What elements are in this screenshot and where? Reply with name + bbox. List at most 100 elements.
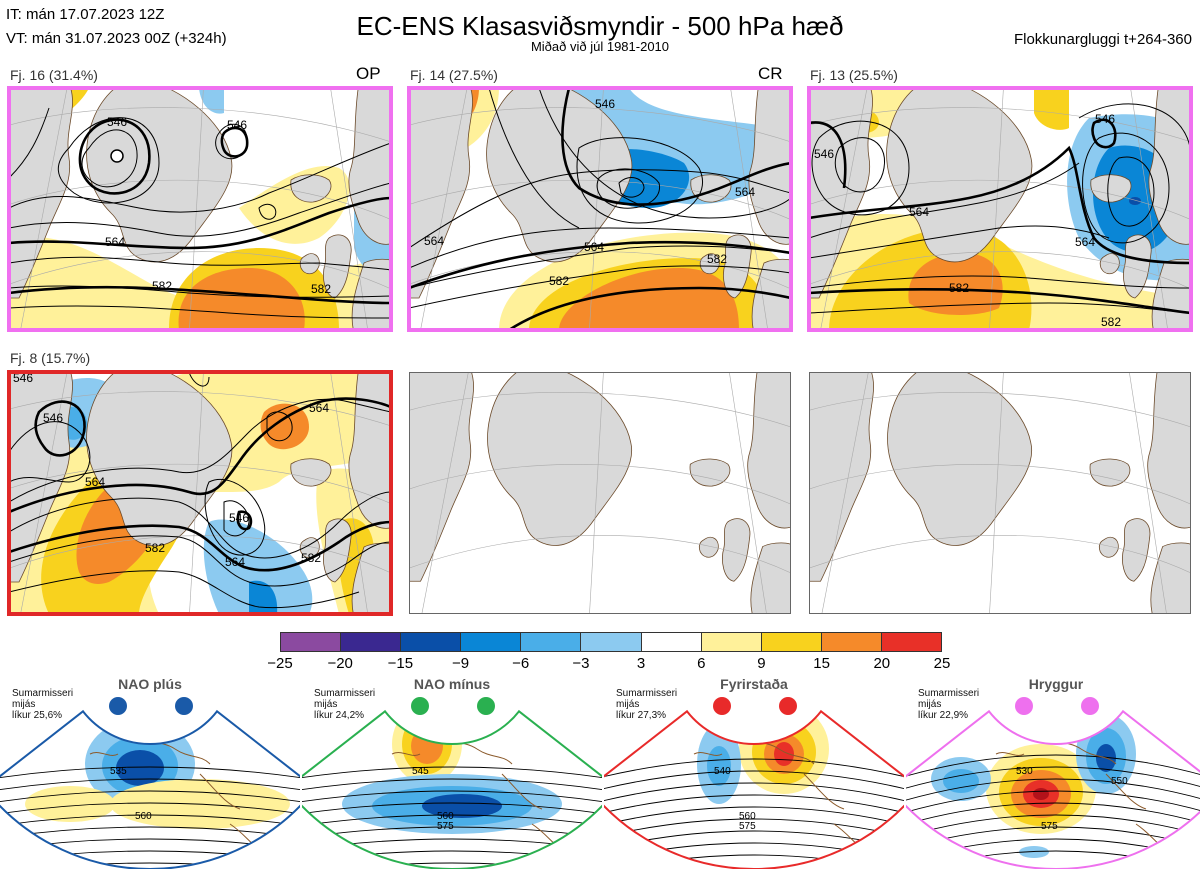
cluster-tag-cr: CR (758, 64, 783, 83)
height-contour (0, 766, 300, 780)
regime-name: Fyrirstaða (720, 676, 788, 692)
height-contour (0, 862, 300, 869)
contour-label: 564 (105, 235, 125, 249)
empty-map-6 (809, 372, 1191, 614)
regime-name: Hryggur (1028, 676, 1084, 692)
colorbar-tick-label: −6 (512, 655, 530, 672)
colorbar-segment (341, 633, 402, 651)
contour-label: 575 (1041, 821, 1058, 832)
regime-info: Sumarmisseri (12, 688, 74, 699)
colorbar-tick-label: −25 (267, 655, 293, 672)
regime-outline (604, 709, 904, 869)
contour-label: 582 (707, 252, 727, 266)
regime-marker (779, 697, 797, 715)
regime-marker (1015, 697, 1033, 715)
contour-label: 560 (739, 811, 756, 822)
colorbar-segment (521, 633, 582, 651)
colorbar-tick-label: 25 (933, 655, 951, 672)
anomaly-blob (1033, 788, 1049, 800)
coastline (693, 733, 870, 855)
regime-marker (477, 697, 495, 715)
colorbar-segment (761, 633, 822, 651)
regime-info: mijás (12, 699, 36, 710)
contour-label: 564 (1075, 235, 1095, 249)
colorbar-segment (461, 633, 522, 651)
contour-label: 546 (13, 372, 33, 385)
regime-marker (109, 697, 127, 715)
contour-label: 546 (43, 411, 63, 425)
regime-map: 530 550 575 (906, 709, 1200, 869)
contour-label: 546 (229, 511, 249, 525)
regime-outline (906, 709, 1200, 869)
height-contour (0, 790, 300, 804)
cluster-label-4: Fj. 8 (15.7%) (10, 350, 91, 366)
contour-label: 540 (714, 766, 731, 777)
regime-map: 535 560 (0, 709, 300, 869)
height-contour (604, 782, 904, 804)
height-contour (906, 778, 1200, 804)
contour-label: 582 (1101, 315, 1121, 329)
colorbar-tick-label: 6 (697, 655, 706, 672)
height-contour (604, 770, 904, 792)
height-contour (302, 862, 602, 869)
coastline (89, 733, 266, 855)
colorbar-segment (401, 633, 462, 651)
contour-label: 575 (437, 821, 454, 832)
contour-label: 582 (949, 281, 969, 295)
colorbar-tick-label: 9 (757, 655, 766, 672)
contour-label: 550 (1111, 776, 1128, 787)
contour-label: 564 (735, 185, 755, 199)
regime-info: mijás (918, 699, 942, 710)
cluster-map-1: 546 546 564 582 582 (9, 88, 391, 330)
contour-label: 582 (301, 551, 321, 565)
issue-time: IT: mán 17.07.2023 12Z (6, 6, 165, 23)
height-contour (0, 814, 300, 828)
regime-marker (713, 697, 731, 715)
cluster-tag-op: OP (356, 64, 381, 83)
contour-label: 582 (152, 279, 172, 293)
coastline (995, 733, 1172, 855)
contour-label: 545 (412, 766, 429, 777)
regime-info: mijás (616, 699, 640, 710)
height-contour (906, 790, 1200, 816)
height-contour (302, 778, 602, 792)
contour-label: 546 (1095, 112, 1115, 126)
colorbar-segment (821, 633, 882, 651)
height-contour (604, 794, 904, 816)
height-contour (0, 802, 300, 816)
colorbar-tick-label: 20 (873, 655, 891, 672)
contour-label: 564 (225, 555, 245, 569)
height-contour (906, 802, 1200, 828)
page-title: EC-ENS Klasasviðsmyndir - 500 hPa hæð (356, 11, 844, 41)
height-contour (302, 766, 602, 780)
regime-info: líkur 24,2% (314, 710, 365, 721)
page-subtitle: Miðað við júl 1981-2010 (530, 39, 670, 54)
contour-label: 564 (584, 240, 604, 254)
contour-label: 546 (227, 118, 247, 132)
regime-info: mijás (314, 699, 338, 710)
cluster-map-4: 546 546 564 564 582 582 564 546 (9, 372, 391, 614)
contour-label: 582 (311, 282, 331, 296)
cluster-label-1: Fj. 16 (31.4%) (10, 67, 98, 83)
cluster-map-2: 546 564 564 564 582 582 (409, 88, 791, 330)
regime-outline (302, 709, 602, 869)
anomaly-blob (774, 742, 794, 766)
height-contour (906, 766, 1200, 792)
regime-info: Sumarmisseri (314, 688, 376, 699)
contour-label: 564 (85, 475, 105, 489)
colorbar-tick-label: 3 (636, 655, 646, 672)
valid-time: VT: mán 31.07.2023 00Z (+324h) (6, 30, 227, 47)
regime-marker (1081, 697, 1099, 715)
cluster-map-3: 546 546 564 564 582 582 (809, 88, 1191, 330)
colorbar-segment (701, 633, 762, 651)
height-contour (302, 790, 602, 804)
coastline (391, 733, 568, 855)
colorbar-tick-label: −15 (387, 655, 414, 672)
colorbar-tick-label: −9 (451, 655, 470, 672)
height-contour (604, 818, 904, 840)
height-contour (906, 814, 1200, 840)
contour-label: 546 (107, 115, 127, 129)
contour-label: 546 (814, 147, 834, 161)
colorbar-segment (881, 633, 942, 651)
